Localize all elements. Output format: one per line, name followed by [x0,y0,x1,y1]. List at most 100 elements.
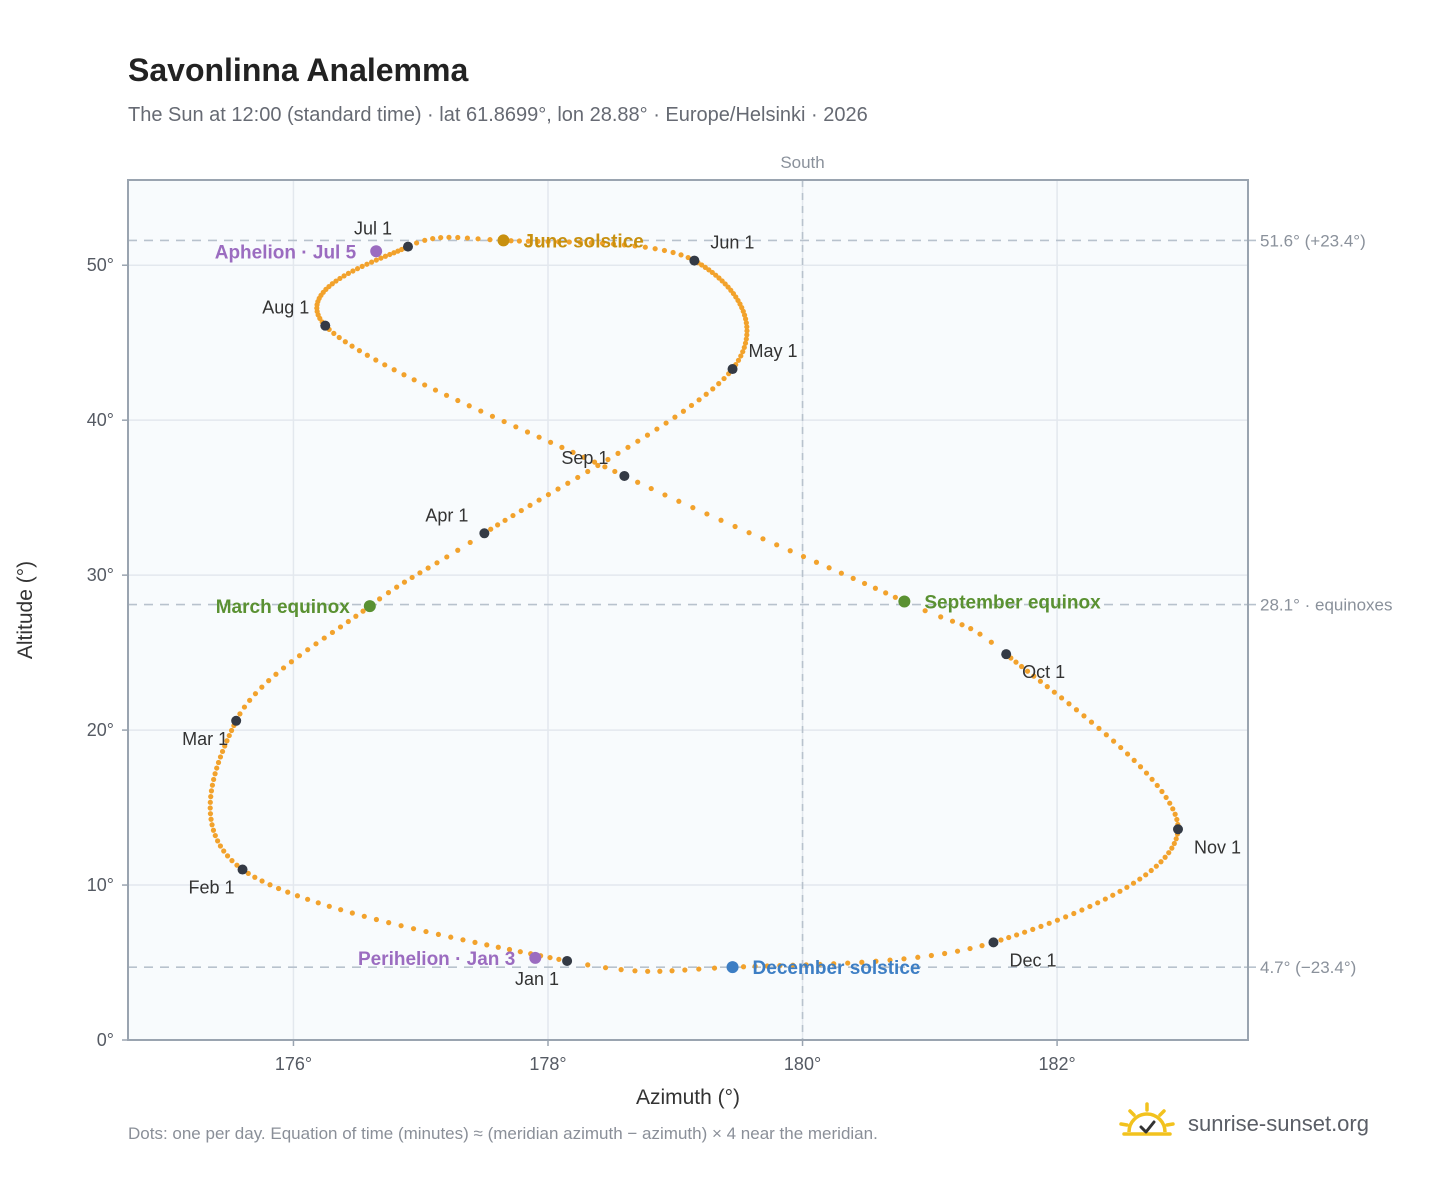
daily-sun-dot [414,240,420,246]
daily-sun-dot [949,618,956,624]
daily-sun-dot [1159,788,1165,795]
daily-sun-dot [1118,744,1124,751]
daily-sun-dot [602,464,608,470]
daily-sun-dot [214,765,220,771]
daily-sun-dot [831,961,837,967]
daily-sun-dot [547,439,554,445]
daily-sun-dot [588,240,594,246]
reference-line-label: 51.6° (+23.4°) [1260,231,1366,250]
month-marker-label: Jul 1 [354,219,392,239]
daily-sun-dot [443,392,450,398]
daily-sun-dot [716,381,722,387]
reference-line-label: 4.7° (−23.4°) [1260,958,1356,977]
daily-sun-dot [711,965,718,971]
daily-sun-dot [1172,811,1178,817]
daily-sun-dot [455,397,461,404]
daily-sun-dot [1162,854,1168,860]
daily-sun-dot [777,963,783,969]
brand[interactable]: sunrise-sunset.org [1118,1100,1369,1148]
daily-sun-dot [333,278,339,284]
grid-layer [128,180,1248,1040]
daily-sun-dot [1171,840,1177,847]
daily-sun-dot [382,253,389,259]
daily-sun-dot [1131,757,1137,763]
reference-line-label: 28.1° · equinoxes [1260,596,1393,615]
daily-sun-dot [313,641,319,647]
daily-sun-dot [364,261,370,267]
daily-sun-dot [790,962,796,968]
daily-sun-dot [342,339,348,345]
daily-sun-dot [425,565,431,571]
daily-sun-dot [752,963,758,969]
daily-sun-dot [838,570,844,576]
daily-sun-dot [555,486,561,492]
daily-sun-dot [1046,920,1052,926]
month-marker [619,470,630,481]
daily-sun-dot [1054,917,1061,923]
daily-sun-dot [247,697,253,703]
daily-sun-dot [1111,738,1117,744]
daily-sun-dot [229,858,235,864]
event-label: September equinox [924,592,1101,613]
daily-sun-dot [922,608,928,614]
daily-sun-dot [661,247,668,254]
daily-sun-dot [219,748,226,755]
daily-sun-dot [1166,850,1172,856]
daily-sun-dot [252,874,258,880]
daily-sun-dot [502,517,508,523]
daily-sun-dot [938,614,944,620]
daily-sun-dot [1044,684,1050,690]
daily-path-layer [207,234,1181,974]
daily-sun-dot [915,954,921,960]
daily-sun-dot [738,353,744,359]
daily-sun-dot [215,759,222,766]
daily-sun-dot [1174,816,1180,823]
event-label: Aphelion · Jul 5 [215,242,357,263]
daily-sun-dot [472,939,478,945]
daily-sun-dot [401,579,408,585]
month-marker-label: Jun 1 [710,233,754,253]
daily-sun-dot [1073,707,1080,713]
daily-sun-dot [373,916,380,923]
x-tick-label: 180° [784,1054,821,1074]
daily-sun-dot [676,498,682,504]
daily-sun-dot [577,239,583,245]
daily-sun-dot [222,743,228,749]
daily-sun-dot [373,357,379,363]
daily-sun-dot [1081,713,1087,719]
daily-sun-dot [337,275,343,282]
x-tick-label: 178° [529,1054,566,1074]
daily-sun-dot [228,727,235,734]
chart-title: Savonlinna Analemma [128,52,469,88]
daily-sun-dot [732,523,738,530]
daily-sun-dot [394,584,400,590]
daily-sun-dot [743,320,749,326]
daily-sun-dot [1124,751,1131,757]
daily-sun-dot [710,386,716,392]
daily-sun-dot [345,270,352,276]
daily-sun-dot [1059,695,1065,701]
sun-logo-icon [1119,1102,1175,1136]
daily-sun-dot [252,691,259,697]
daily-sun-dot [331,330,337,336]
daily-sun-dot [385,590,392,596]
daily-sun-dot [1006,934,1012,941]
daily-sun-dot [211,776,217,783]
daily-sun-dot [280,665,287,671]
daily-sun-dot [744,332,750,338]
daily-sun-dot [508,238,514,244]
y-tick-label: 50° [87,255,114,275]
month-marker [231,715,242,726]
daily-sun-dot [434,560,440,566]
daily-sun-dot [217,754,224,760]
month-marker [727,364,738,375]
daily-sun-dot [595,462,601,469]
plot-background [128,180,1248,1040]
daily-sun-dot [813,559,820,565]
month-marker-label: Nov 1 [1194,837,1241,857]
daily-sun-dot [338,907,344,913]
daily-sun-dot [678,252,684,258]
daily-sun-dot [1037,678,1044,684]
daily-sun-dot [341,273,347,279]
